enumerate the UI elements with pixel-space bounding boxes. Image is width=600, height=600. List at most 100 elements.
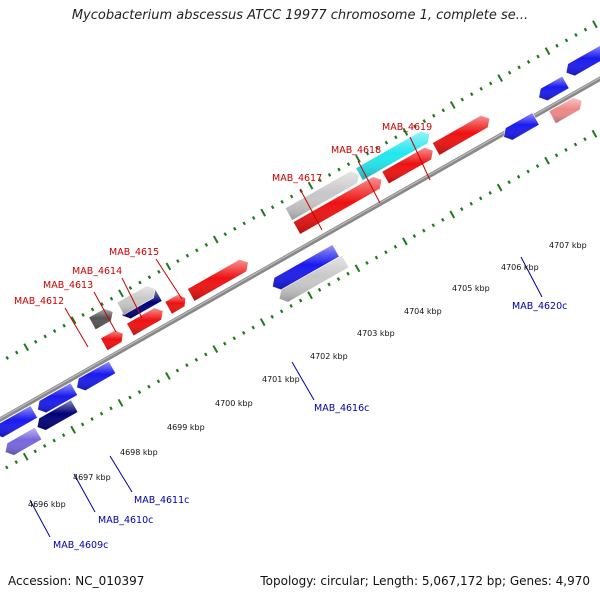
inner-tick xyxy=(591,129,598,138)
gene-mab-4620c-shade xyxy=(538,76,570,101)
inner-tick xyxy=(496,183,503,192)
inner-tick xyxy=(507,180,511,185)
outer-tick xyxy=(14,350,19,355)
label-mab-4618: MAB_4618 xyxy=(331,145,381,156)
gene-red-2-shade xyxy=(381,147,434,184)
scale-label: 4701 kbp xyxy=(262,375,300,384)
gene-labels: MAB_4612 MAB_4613 MAB_4614 MAB_4615 MAB_4617… xyxy=(14,122,567,551)
outer-tick xyxy=(564,38,569,43)
label-mab-4617: MAB_4617 xyxy=(272,173,322,184)
inner-tick xyxy=(544,156,550,165)
outer-tick xyxy=(33,339,38,344)
inner-tick xyxy=(554,153,559,158)
inner-tick xyxy=(431,223,436,228)
outer-tick xyxy=(43,334,47,339)
inner-tick xyxy=(90,417,94,421)
outer-tick xyxy=(394,135,398,140)
accession-text: Accession: NC_010397 xyxy=(8,574,145,588)
outer-tick xyxy=(592,20,598,29)
label-mab-4615: MAB_4615 xyxy=(109,247,159,258)
gene-mab-4610c-shade xyxy=(37,399,78,431)
label-mab-4619: MAB_4619 xyxy=(382,122,432,133)
outer-tick xyxy=(280,199,284,204)
gene-darkgrey-shade xyxy=(88,308,113,330)
inner-tick xyxy=(365,260,369,265)
gene-grey-small-shade xyxy=(117,285,156,315)
outer-tick xyxy=(449,100,456,109)
gene-pink-shade xyxy=(548,97,582,124)
outer-tick xyxy=(355,154,361,163)
gene-mab-4618-shade xyxy=(355,131,430,181)
outer-tick xyxy=(517,65,521,70)
inner-tick xyxy=(241,330,246,335)
label-mab-4619-leader xyxy=(409,136,431,181)
inner-tick xyxy=(307,291,313,300)
inner-tick xyxy=(232,336,237,341)
inner-tick xyxy=(61,433,66,438)
outer-tick xyxy=(62,323,66,328)
inner-tick xyxy=(449,210,456,219)
outer-tick xyxy=(544,47,551,56)
inner-tick xyxy=(441,217,445,222)
outer-tick xyxy=(147,275,152,280)
gene-pseudo-1-shade xyxy=(285,171,360,221)
outer-tick xyxy=(365,151,370,156)
outer-tick xyxy=(157,269,161,274)
outer-tick xyxy=(109,296,114,301)
gene-mab-4611c-shade xyxy=(76,361,116,391)
outer-tick xyxy=(422,119,427,124)
label-leaders xyxy=(29,136,543,538)
outer-tick xyxy=(176,259,180,263)
scale-label: 4697 kbp xyxy=(73,473,111,482)
label-mab-4611c: MAB_4611c xyxy=(134,495,189,506)
outer-tick xyxy=(402,127,409,136)
label-mab-4618-leader xyxy=(357,160,381,204)
scale-label: 4706 kbp xyxy=(501,263,539,272)
inner-tick xyxy=(109,406,113,411)
label-mab-4610c-leader xyxy=(73,473,96,513)
gene-small-red-shade xyxy=(164,294,186,314)
inner-tick xyxy=(194,357,199,362)
outer-tick xyxy=(223,232,228,237)
outer-tick xyxy=(337,167,341,172)
outer-tick xyxy=(118,289,124,298)
label-mab-4609c-leader xyxy=(29,499,51,538)
inner-tick xyxy=(564,147,568,152)
backbone xyxy=(0,76,600,423)
outer-tick xyxy=(138,280,142,285)
outer-tick xyxy=(81,312,85,317)
outer-tick xyxy=(497,74,503,83)
outer-tick xyxy=(260,208,267,217)
inner-tick xyxy=(204,352,208,357)
scale-label: 4707 kbp xyxy=(549,241,587,250)
scale-label: 4704 kbp xyxy=(404,307,442,316)
scale-labels: 4696 kbp 4697 kbp 4698 kbp 4699 kbp 4700 kbp… xyxy=(28,241,587,509)
label-mab-4616c: MAB_4616c xyxy=(314,403,369,414)
gene-mab-4609c-shade xyxy=(5,427,42,456)
outer-tick xyxy=(251,216,256,220)
outer-tick xyxy=(432,113,436,118)
inner-tick xyxy=(137,390,142,395)
scale-label: 4705 kbp xyxy=(452,284,490,293)
inner-tick xyxy=(412,234,417,238)
inner-tick xyxy=(270,314,274,319)
outer-tick xyxy=(384,140,389,145)
outer-tick-ring xyxy=(5,20,598,360)
backbone-highlight xyxy=(0,77,600,420)
scale-label: 4703 kbp xyxy=(357,329,395,338)
label-mab-4614: MAB_4614 xyxy=(72,266,122,277)
label-mab-4620c: MAB_4620c xyxy=(512,301,567,312)
outer-tick xyxy=(90,307,95,312)
gene-mab-4616c-b-shade xyxy=(279,255,349,302)
outer-tick xyxy=(346,162,351,167)
gene-mab-4616c-a-shade xyxy=(272,244,340,290)
outer-tick xyxy=(536,54,540,59)
inner-tick xyxy=(374,255,379,260)
scale-label: 4699 kbp xyxy=(167,423,205,432)
gene-mab-4619-shade xyxy=(432,115,490,156)
outer-tick xyxy=(574,33,578,37)
scale-label: 4700 kbp xyxy=(215,399,253,408)
scale-label: 4702 kbp xyxy=(310,352,348,361)
outer-tick xyxy=(469,92,474,97)
inner-tick xyxy=(212,345,219,354)
